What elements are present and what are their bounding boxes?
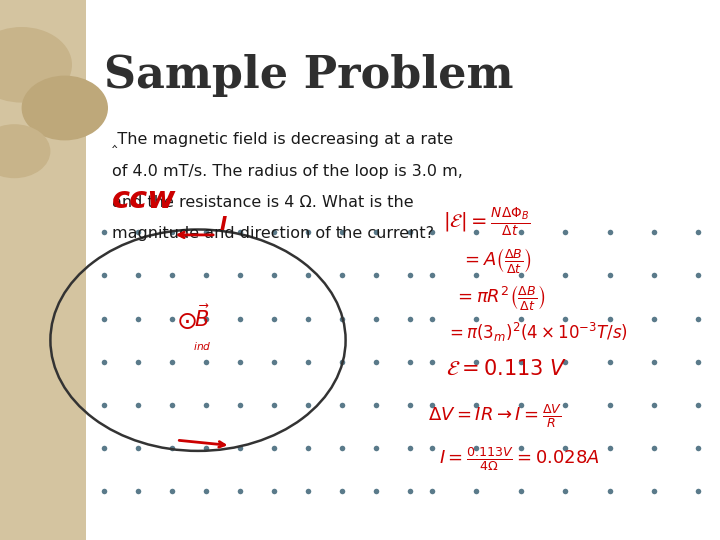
Text: $I = \frac{0.113V}{4\Omega} = 0.028A$: $I = \frac{0.113V}{4\Omega} = 0.028A$ xyxy=(439,446,600,474)
Circle shape xyxy=(22,76,108,140)
Text: and the resistance is 4 Ω. What is the: and the resistance is 4 Ω. What is the xyxy=(112,195,413,210)
Text: $\mathcal{E} = 0.113\ V$: $\mathcal{E} = 0.113\ V$ xyxy=(446,359,567,379)
Bar xyxy=(0,0,86,540)
Text: I: I xyxy=(220,214,227,233)
Text: ‸The magnetic field is decreasing at a rate: ‸The magnetic field is decreasing at a r… xyxy=(112,132,453,149)
Text: $= \pi R^2\left(\frac{\Delta B}{\Delta t}\right)$: $= \pi R^2\left(\frac{\Delta B}{\Delta t… xyxy=(454,284,545,313)
Text: magnitude and direction of the current?: magnitude and direction of the current? xyxy=(112,226,433,241)
Text: $|\mathcal{E}|= \frac{N\Delta\Phi_B}{\Delta t}$: $|\mathcal{E}|= \frac{N\Delta\Phi_B}{\De… xyxy=(443,205,530,238)
Text: ccw: ccw xyxy=(112,185,176,214)
Text: $= \pi(3_m)^2(4\times10^{-3}T/s)$: $= \pi(3_m)^2(4\times10^{-3}T/s)$ xyxy=(446,321,629,345)
Text: $\odot$: $\odot$ xyxy=(176,310,197,334)
Text: $_{ind}$: $_{ind}$ xyxy=(193,338,212,353)
Text: of 4.0 mT/s. The radius of the loop is 3.0 m,: of 4.0 mT/s. The radius of the loop is 3… xyxy=(112,164,462,179)
Text: Sample Problem: Sample Problem xyxy=(104,54,514,97)
Text: $= A\left(\frac{\Delta B}{\Delta t}\right)$: $= A\left(\frac{\Delta B}{\Delta t}\righ… xyxy=(461,246,531,275)
Bar xyxy=(86,0,720,540)
Circle shape xyxy=(0,124,50,178)
Text: $\vec{B}$: $\vec{B}$ xyxy=(194,304,210,330)
Circle shape xyxy=(0,27,72,103)
Text: $\Delta V = IR \rightarrow I = \frac{\Delta V}{R}$: $\Delta V = IR \rightarrow I = \frac{\De… xyxy=(428,402,562,430)
